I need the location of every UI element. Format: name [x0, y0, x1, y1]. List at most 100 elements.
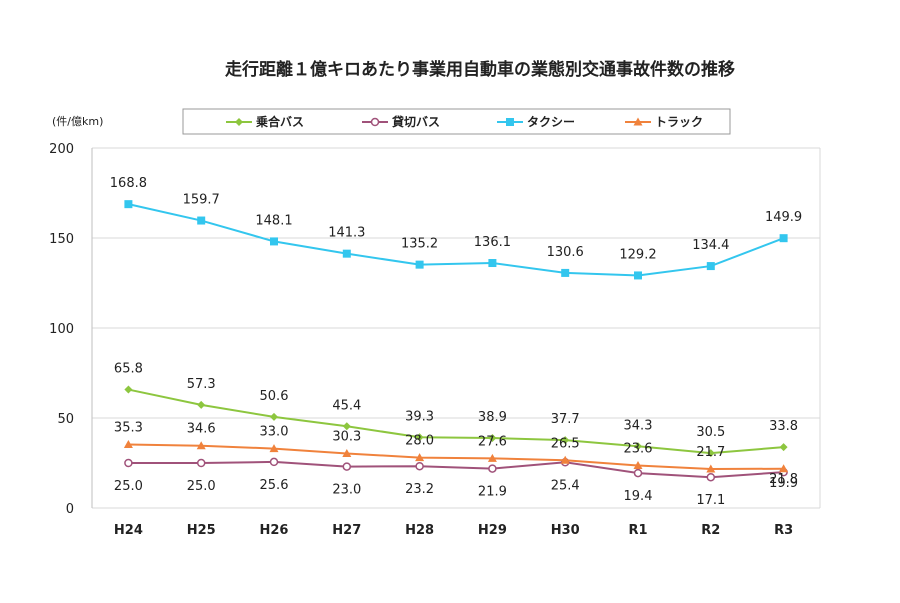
- data-point: [123, 439, 133, 448]
- legend-label: 貸切バス: [392, 114, 440, 129]
- data-point: [342, 422, 351, 431]
- data-label: 30.3: [332, 429, 361, 444]
- data-label: 19.4: [624, 489, 653, 504]
- data-point: [270, 412, 278, 421]
- data-point: [488, 259, 497, 268]
- data-label: 65.8: [114, 362, 143, 377]
- data-label: 141.3: [328, 226, 365, 241]
- data-point: [124, 385, 133, 394]
- data-label: 50.6: [260, 389, 289, 404]
- grid: [92, 147, 820, 509]
- data-point: [342, 249, 351, 258]
- data-label: 37.7: [551, 412, 580, 427]
- data-label: 17.1: [696, 493, 725, 508]
- series-line: [128, 388, 784, 455]
- legend-marker: [506, 118, 514, 126]
- data-point: [779, 443, 788, 452]
- data-label: 136.1: [474, 235, 511, 250]
- legend-marker: [235, 118, 243, 126]
- data-point: [269, 457, 279, 467]
- data-labels: 65.8 57.3 50.6 45.4 39.3 38.9 37.7 34.3 30.5 33.8…: [110, 176, 802, 508]
- x-tick-label: H24: [114, 523, 143, 538]
- data-label: 23.0: [332, 483, 361, 498]
- series-line: [128, 460, 784, 479]
- data-point: [342, 448, 352, 457]
- data-label: 168.8: [110, 176, 147, 191]
- data-point: [561, 268, 570, 277]
- data-label: 57.3: [187, 377, 216, 392]
- data-label: 27.6: [478, 434, 507, 449]
- data-label: 21.7: [696, 445, 725, 460]
- data-point: [560, 455, 570, 464]
- x-tick-label: R2: [701, 523, 720, 538]
- series-line: [128, 443, 784, 470]
- data-label: 39.3: [405, 409, 434, 424]
- data-point: [124, 458, 133, 468]
- data-label: 26.5: [551, 436, 580, 451]
- data-label: 25.4: [551, 478, 580, 493]
- data-point: [415, 461, 424, 471]
- data-label: 28.0: [405, 434, 434, 449]
- legend-label: タクシー: [527, 115, 575, 129]
- data-label: 35.3: [114, 420, 143, 435]
- data-label: 159.7: [183, 193, 220, 208]
- data-point: [634, 442, 642, 451]
- y-tick-label: 100: [49, 322, 74, 337]
- data-label: 33.8: [769, 419, 798, 434]
- data-point: [415, 260, 424, 269]
- data-label: 25.6: [260, 478, 289, 493]
- data-point: [706, 449, 715, 458]
- data-point: [488, 464, 497, 473]
- data-label: 149.9: [765, 210, 802, 225]
- data-point: [779, 234, 788, 243]
- series-line: [128, 203, 784, 277]
- data-point: [196, 441, 206, 450]
- y-axis-unit-label: (件/億km): [52, 115, 103, 128]
- data-label: 130.6: [547, 245, 584, 260]
- data-point: [197, 216, 206, 225]
- data-point: [197, 400, 206, 409]
- legend-label: 乗合バス: [256, 114, 304, 129]
- x-tick-label: H27: [332, 523, 361, 538]
- x-tick-label: R1: [628, 523, 647, 538]
- x-tick-label: H28: [405, 523, 434, 538]
- y-tick-label: 50: [57, 412, 74, 427]
- data-label: 21.9: [478, 485, 507, 500]
- legend-label: トラック: [655, 115, 703, 129]
- data-point: [634, 271, 642, 280]
- data-point: [487, 453, 497, 462]
- data-point: [561, 436, 570, 445]
- data-label: 21.8: [769, 472, 798, 487]
- data-label: 129.2: [619, 247, 656, 262]
- data-point: [633, 468, 643, 478]
- data-label: 23.6: [624, 442, 653, 457]
- data-point: [706, 472, 716, 482]
- x-tick-label: H29: [478, 523, 507, 538]
- chart-title: 走行距離１億キロあたり事業用自動車の業態別交通事故件数の推移: [225, 59, 735, 80]
- data-point: [415, 453, 425, 462]
- data-label: 38.9: [478, 410, 507, 425]
- data-point: [779, 464, 789, 473]
- data-label: 25.0: [114, 479, 143, 494]
- legend: 乗合バス 貸切バス タクシー トラック: [182, 108, 731, 135]
- data-point: [633, 461, 643, 470]
- data-point: [706, 262, 715, 271]
- data-point: [269, 444, 279, 453]
- data-label: 148.1: [255, 213, 292, 228]
- data-label: 25.0: [187, 479, 216, 494]
- data-point: [488, 433, 497, 442]
- x-tick-label: R3: [774, 523, 793, 538]
- data-label: 134.4: [692, 238, 729, 253]
- data-label: 19.9: [769, 476, 798, 491]
- y-tick-label: 200: [49, 142, 74, 157]
- x-tick-label: H25: [187, 523, 216, 538]
- x-tick-label: H30: [551, 523, 580, 538]
- data-label: 34.3: [624, 418, 653, 433]
- y-tick-label: 0: [66, 502, 74, 517]
- data-point: [124, 200, 133, 209]
- data-point: [196, 458, 206, 468]
- x-tick-label: H26: [260, 523, 289, 538]
- legend-marker: [370, 117, 380, 127]
- data-label: 33.0: [260, 425, 289, 440]
